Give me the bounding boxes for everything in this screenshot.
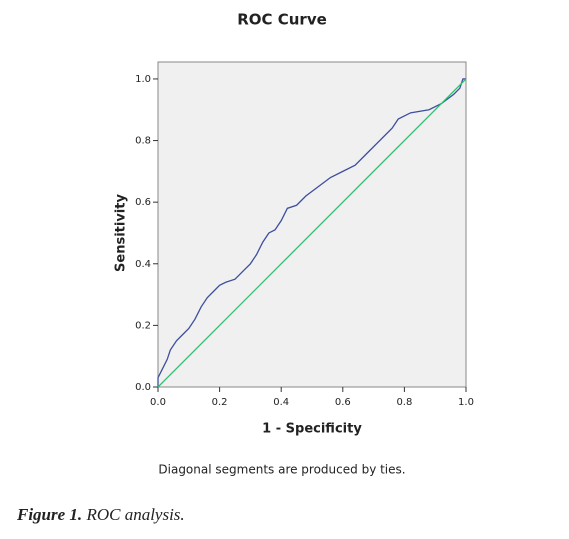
x-tick-label: 0.6 <box>335 397 351 408</box>
series-line <box>157 78 467 388</box>
plot-area <box>157 61 467 388</box>
caption-text: ROC analysis. <box>85 505 184 524</box>
series-line <box>157 78 466 387</box>
caption: Figure 1. ROC analysis. <box>16 505 185 524</box>
chart-title: ROC Curve <box>237 11 327 29</box>
footnote: Diagonal segments are produced by ties. <box>158 463 405 477</box>
x-tick-label: 0.0 <box>150 397 166 408</box>
y-tick-label: 0.4 <box>135 259 151 270</box>
x-tick-label: 0.8 <box>396 397 412 408</box>
y-tick-label: 0.2 <box>135 320 151 331</box>
y-tick-label: 0.8 <box>135 136 151 147</box>
x-axis-label: 1 - Specificity <box>262 422 362 437</box>
caption-label: Figure 1. <box>16 505 82 524</box>
y-tick-label: 1.0 <box>135 74 151 85</box>
x-tick-label: 0.4 <box>273 397 289 408</box>
y-tick-label: 0.0 <box>135 382 151 393</box>
x-tick-label: 0.2 <box>212 397 228 408</box>
y-tick-label: 0.6 <box>135 197 151 208</box>
y-axis-label: Sensitivity <box>114 194 129 272</box>
x-tick-label: 1.0 <box>458 397 474 408</box>
